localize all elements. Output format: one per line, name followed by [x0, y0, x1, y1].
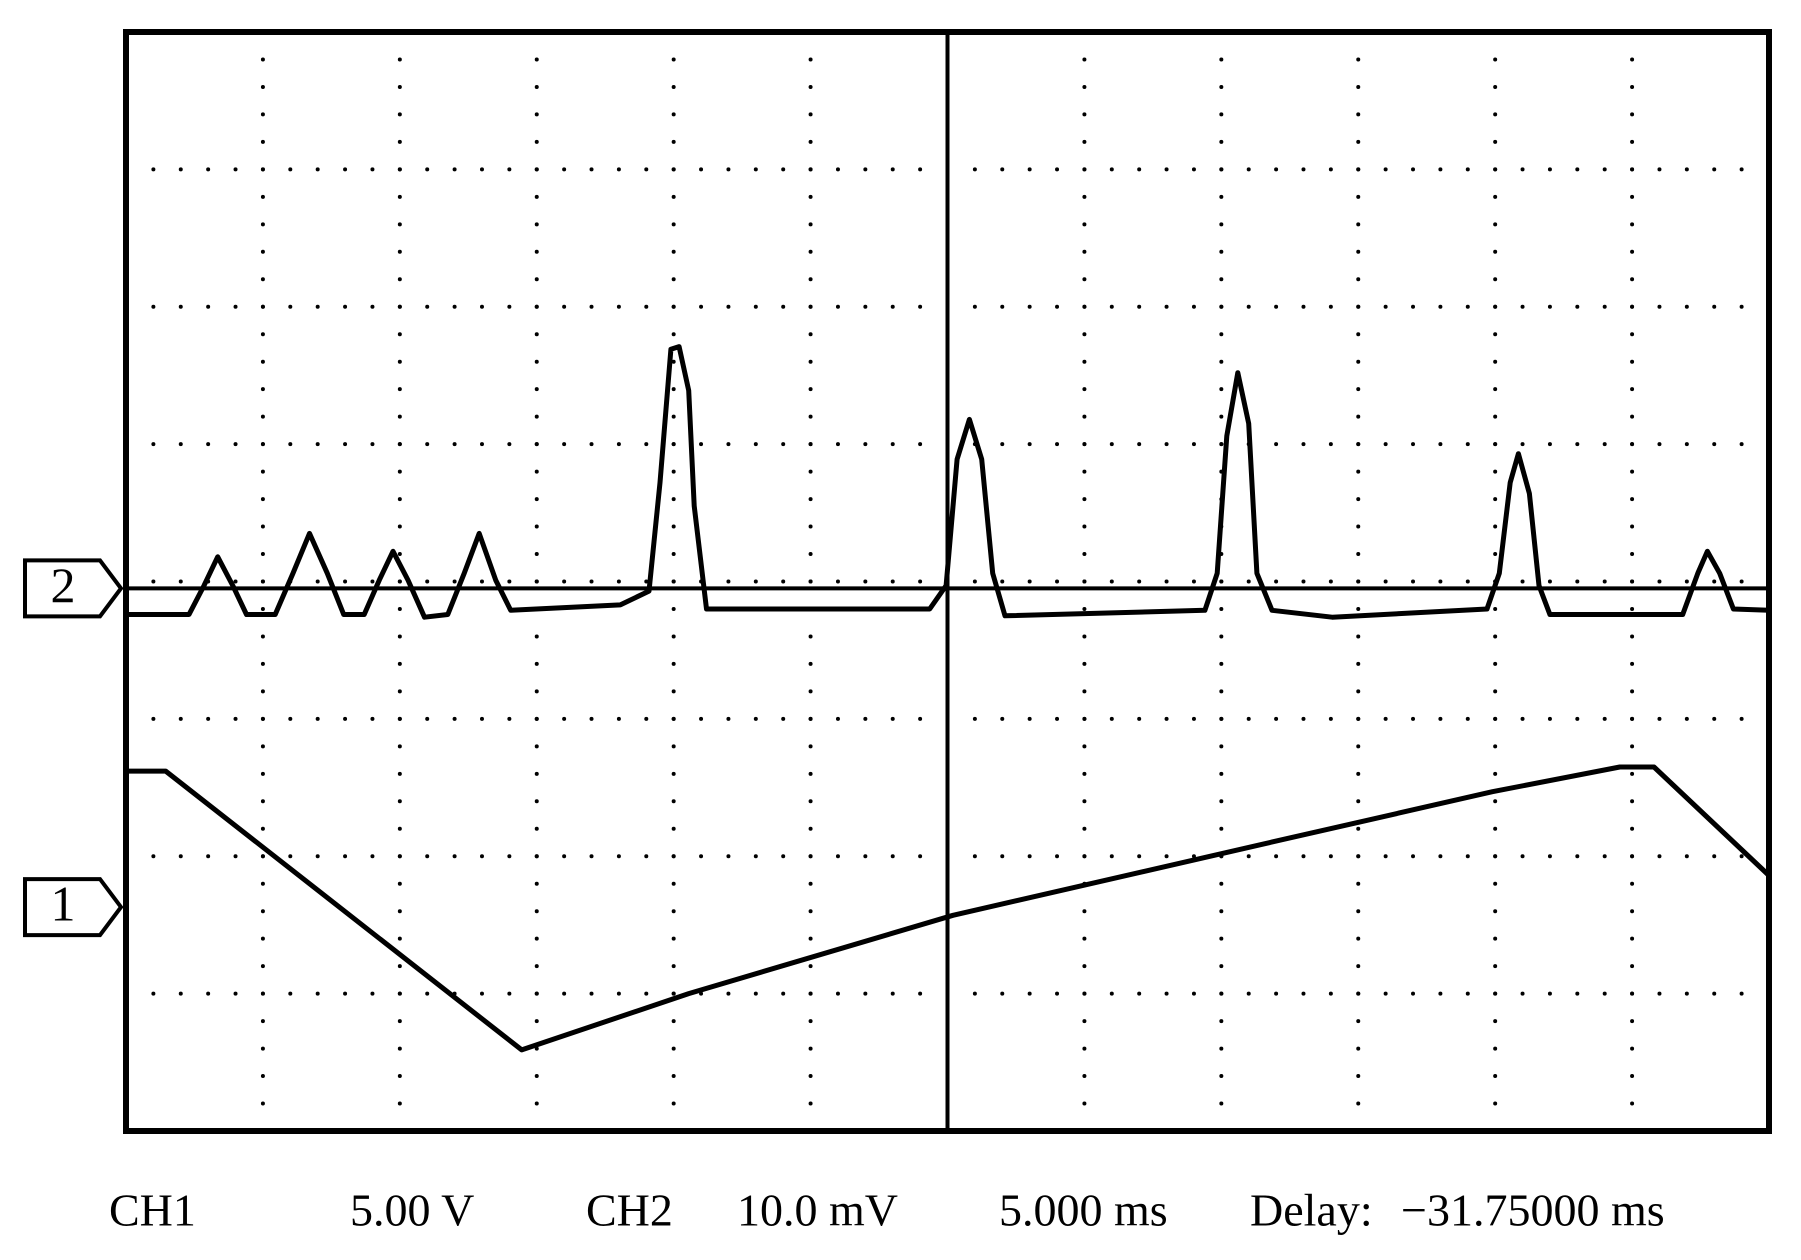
channel-marker-label: 1	[51, 876, 76, 932]
ch2-name: CH2	[586, 1185, 673, 1236]
ch1-name: CH1	[109, 1185, 196, 1236]
ch2-scale: 10.0 mV	[737, 1185, 898, 1236]
delay-value: −31.75000 ms	[1401, 1185, 1665, 1236]
channel-marker	[23, 877, 124, 938]
delay-label: Delay:	[1250, 1185, 1373, 1236]
trace	[126, 764, 1771, 1053]
ch1-scale: 5.00 V	[350, 1185, 474, 1236]
channel-marker	[23, 558, 124, 619]
screen-border	[123, 29, 1772, 1134]
channel-marker-label: 2	[51, 557, 76, 613]
timebase: 5.000 ms	[999, 1185, 1168, 1236]
trace	[126, 344, 1770, 620]
